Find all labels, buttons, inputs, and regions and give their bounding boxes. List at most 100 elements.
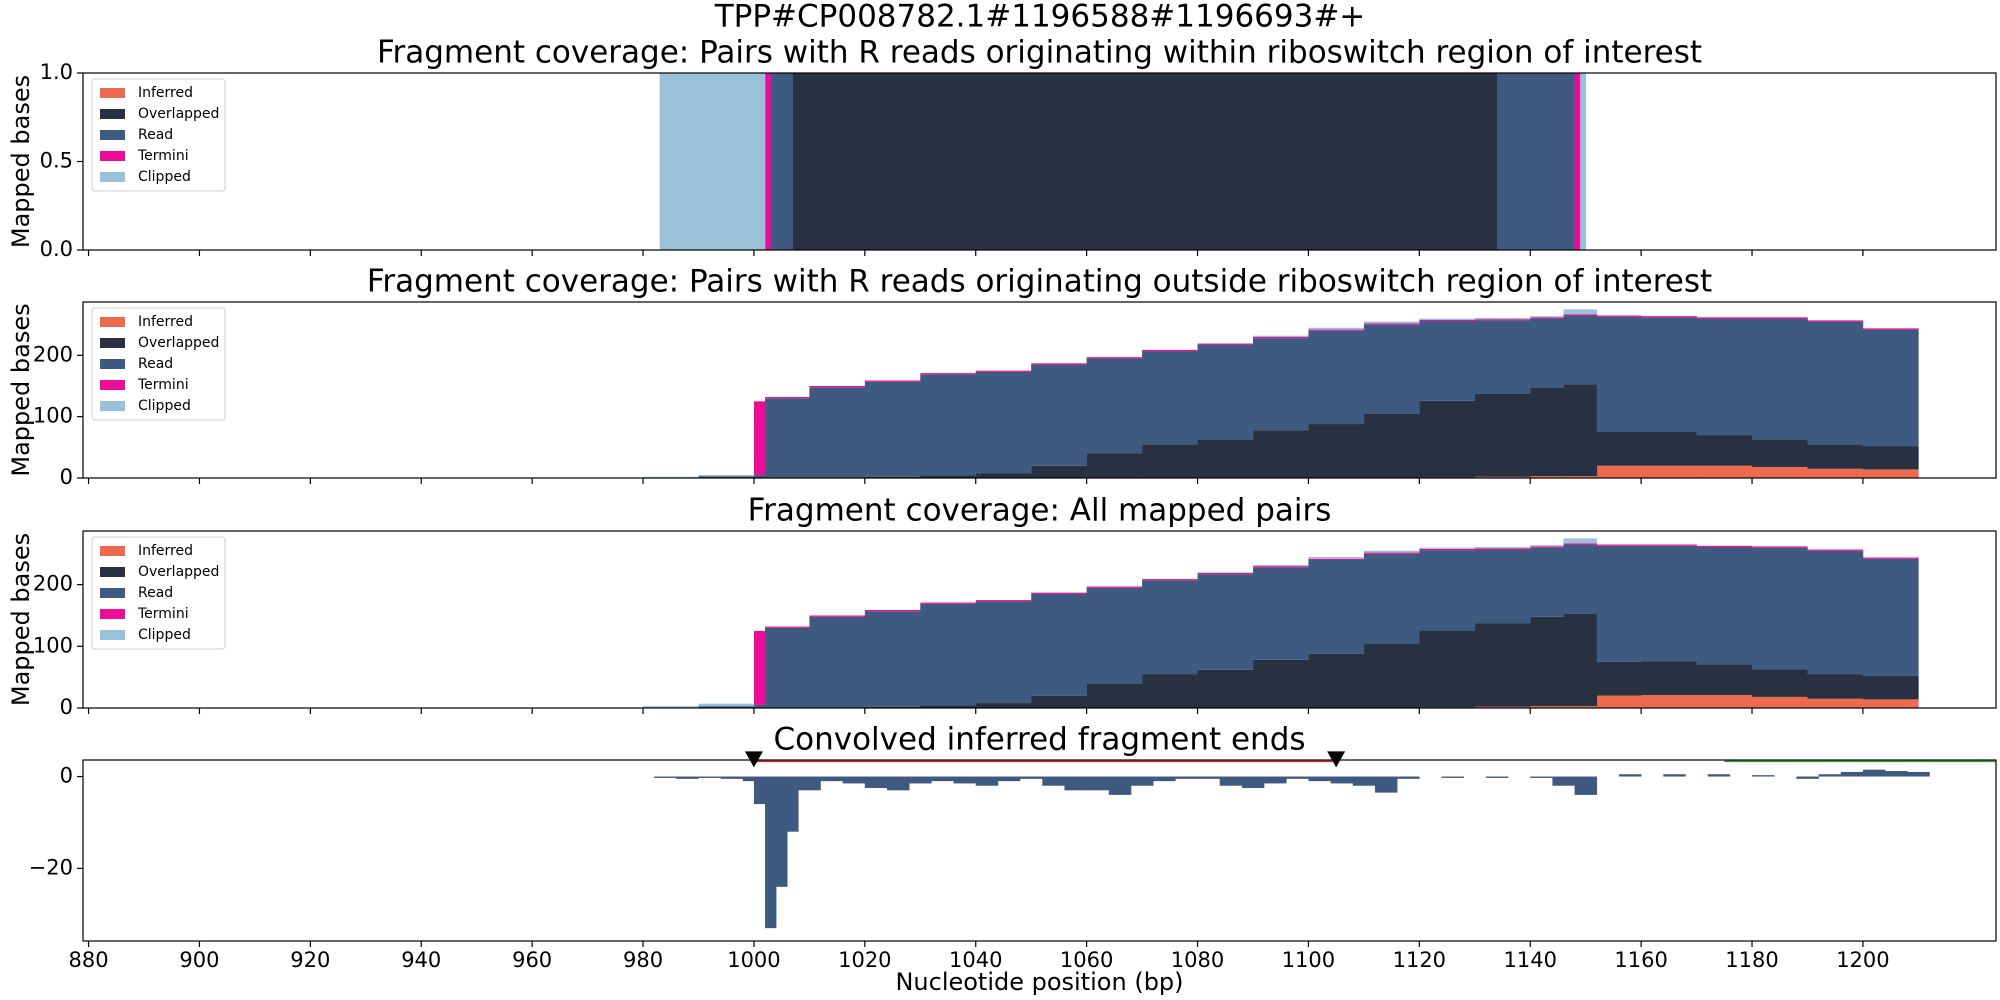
coverage-segment (1031, 592, 1087, 594)
legend-label: Overlapped (138, 564, 219, 580)
bar (864, 776, 888, 789)
bar (1485, 776, 1509, 778)
coverage-segment (1530, 318, 1564, 388)
coverage-segment (1474, 393, 1531, 477)
coverage-segment (1474, 549, 1531, 624)
coverage-segment (1419, 319, 1476, 322)
coverage-segment (1308, 329, 1365, 331)
coverage-segment (1474, 320, 1531, 394)
coverage-segment (765, 626, 810, 628)
legend-label: Termini (137, 148, 189, 164)
coverage-segment (698, 476, 755, 478)
coverage-segment (1596, 465, 1642, 478)
coverage-segment (1530, 616, 1564, 707)
coverage-segment (753, 630, 766, 705)
coverage-segment (1197, 343, 1254, 345)
x-tick-label: 1080 (1171, 948, 1224, 972)
bar (1397, 776, 1420, 779)
legend-swatch (100, 567, 125, 577)
coverage-segment (1474, 319, 1531, 321)
coverage-segment (1563, 544, 1598, 614)
x-tick-label: 1040 (949, 948, 1002, 972)
coverage-segment (1752, 669, 1808, 697)
bar (1042, 776, 1065, 786)
x-tick-label: 1140 (1503, 948, 1556, 972)
coverage-segment (1807, 674, 1864, 699)
coverage-segment (698, 703, 755, 707)
coverage-segment (809, 386, 866, 388)
coverage-segment (975, 371, 1032, 474)
legend-swatch (100, 151, 125, 161)
coverage-segment (1641, 545, 1697, 662)
coverage-segment (1862, 675, 1919, 700)
legend-label: Read (138, 127, 173, 143)
coverage-segment (809, 615, 866, 617)
bar (1197, 776, 1221, 779)
x-tick-label: 980 (623, 948, 663, 972)
axes-frame (82, 759, 1997, 942)
coverage-segment (1862, 328, 1919, 330)
coverage-segment (1031, 364, 1087, 466)
bar (1175, 776, 1198, 779)
y-tick-label: 200 (33, 342, 73, 366)
legend-label: Read (138, 356, 173, 372)
coverage-segment (1862, 446, 1919, 470)
coverage-segment (1419, 400, 1476, 478)
coverage-segment (1862, 558, 1919, 676)
coverage-segment (920, 602, 977, 604)
coverage-segment (1252, 567, 1309, 660)
coverage-segment (975, 370, 1032, 372)
coverage-segment (1563, 476, 1598, 478)
coverage-segment (1696, 435, 1753, 466)
coverage-segment (765, 627, 810, 708)
coverage-segment (1641, 544, 1697, 546)
coverage-segment (1752, 317, 1808, 319)
coverage-segment (792, 73, 1498, 250)
coverage-segment (975, 600, 1032, 602)
panel: Convolved inferred fragment ends Nucleoti… (29, 722, 1997, 996)
coverage-segment (1862, 469, 1919, 478)
coverage-segment (1308, 558, 1365, 560)
x-tick-label: 960 (512, 948, 552, 972)
coverage-segment (1252, 430, 1309, 478)
coverage-segment (753, 704, 766, 708)
figure-title: TPP#CP008782.1#1196588#1196693#+ (714, 0, 1366, 35)
coverage-segment (864, 706, 921, 708)
legend-swatch (100, 317, 125, 327)
coverage-segment (1252, 564, 1309, 567)
coverage-segment (1530, 546, 1564, 548)
bar (720, 776, 744, 779)
coverage-segment (920, 475, 977, 478)
x-axis-label: Nucleotide position (bp) (895, 968, 1183, 996)
coverage-segment (1474, 317, 1531, 320)
axes-frame (82, 301, 1997, 479)
bar (1441, 776, 1464, 778)
y-tick-label: 0 (60, 764, 73, 788)
coverage-segment (698, 474, 755, 477)
legend-label: Inferred (138, 543, 193, 559)
bar (1264, 776, 1287, 784)
bar (698, 776, 721, 778)
legend-label: Termini (137, 606, 189, 622)
coverage-segment (1641, 465, 1697, 478)
bar (1796, 776, 1819, 779)
coverage-segment (864, 609, 921, 612)
coverage-segment (1252, 336, 1309, 339)
bar (1707, 774, 1731, 777)
x-tick-label: 900 (179, 948, 219, 972)
y-axis-label: Mapped bases (7, 303, 35, 476)
coverage-segment (1807, 468, 1864, 478)
bar (887, 776, 910, 791)
coverage-segment (1807, 321, 1864, 445)
coverage-segment (1142, 444, 1198, 478)
coverage-segment (765, 73, 771, 250)
coverage-segment (920, 705, 977, 708)
coverage-segment (1142, 351, 1198, 445)
bar (1219, 776, 1243, 786)
coverage-segment (864, 380, 921, 382)
legend-swatch (100, 130, 125, 140)
coverage-segment (1142, 349, 1198, 352)
legend-label: Termini (137, 377, 189, 393)
coverage-segment (1596, 545, 1642, 662)
x-tick-label: 940 (401, 948, 441, 972)
